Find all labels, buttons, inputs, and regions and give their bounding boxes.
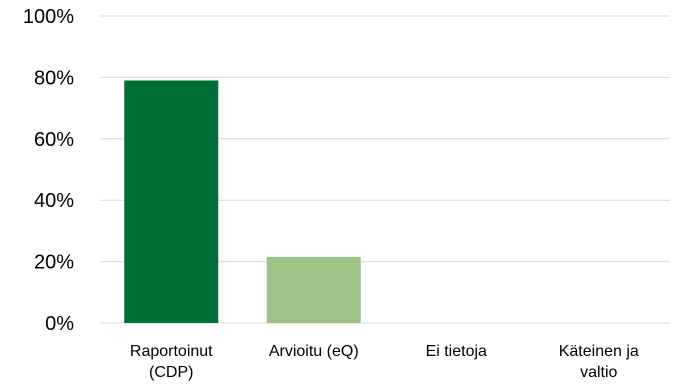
bar xyxy=(266,256,361,323)
x-category-label-line: (CDP) xyxy=(149,364,193,381)
x-category-label-line: Käteinen ja xyxy=(559,343,639,360)
x-axis-category-labels: Raportoinut (CDP) Arvioitu (eQ) Ei tietoja K… xyxy=(130,343,639,381)
bar xyxy=(124,80,219,323)
y-tick-label: 0% xyxy=(45,313,74,335)
y-tick-label: 60% xyxy=(34,129,74,151)
x-category-label-line: Ei tietoja xyxy=(426,343,487,360)
y-tick-label: 80% xyxy=(34,67,74,89)
x-category-label-line: valtio xyxy=(580,364,617,381)
x-category-label-line: Raportoinut xyxy=(130,343,213,360)
x-category-label: Ei tietoja xyxy=(426,343,487,360)
y-axis-tick-labels: 0% 20% 40% 60% 80% 100% xyxy=(23,6,74,335)
x-category-label: Arvioitu (eQ) xyxy=(269,343,359,360)
y-tick-label: 40% xyxy=(34,190,74,212)
x-category-label-line: Arvioitu (eQ) xyxy=(269,343,359,360)
y-tick-label: 20% xyxy=(34,252,74,274)
bars xyxy=(124,80,361,323)
x-category-label: Käteinen ja valtio xyxy=(559,343,639,381)
y-tick-label: 100% xyxy=(23,6,74,28)
x-category-label: Raportoinut (CDP) xyxy=(130,343,213,381)
